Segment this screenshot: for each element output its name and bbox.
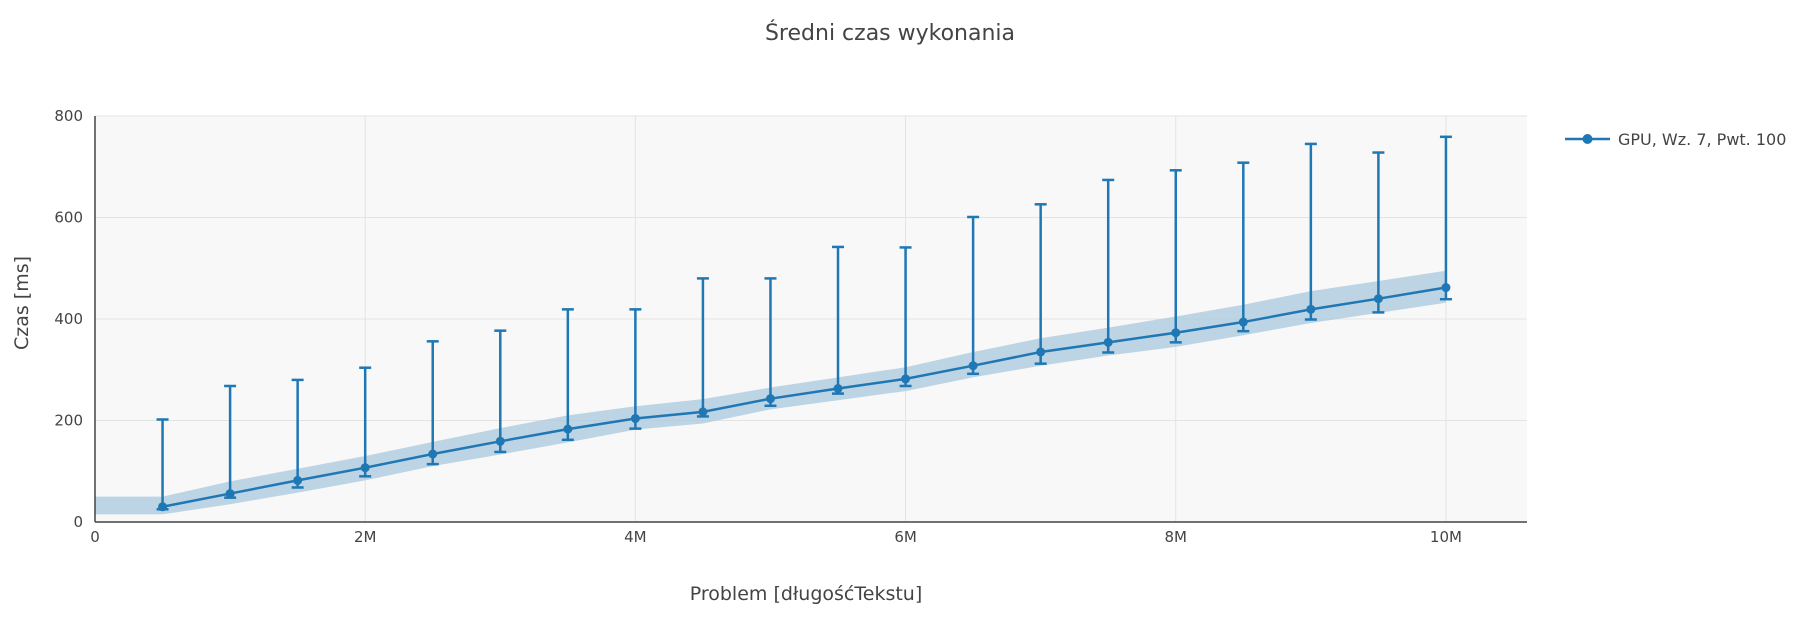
data-point[interactable] [1441, 283, 1451, 293]
data-point[interactable] [293, 475, 303, 485]
y-tick-label: 800 [54, 107, 83, 125]
y-axis-title: Czas [ms] [11, 256, 33, 350]
data-point[interactable] [158, 502, 168, 512]
data-point[interactable] [360, 463, 370, 473]
x-tick-label: 6M [894, 528, 917, 546]
x-tick-label: 0 [90, 528, 100, 546]
legend-marker-swatch [1582, 134, 1593, 144]
data-point[interactable] [563, 424, 573, 434]
x-tick-label: 8M [1165, 528, 1188, 546]
data-point[interactable] [765, 394, 775, 404]
y-tick-labels: 0 200 400 600 800 [54, 107, 83, 531]
legend-label: GPU, Wz. 7, Pwt. 100 [1618, 130, 1786, 149]
y-tick-label: 600 [54, 209, 83, 227]
x-tick-label: 2M [354, 528, 377, 546]
data-point[interactable] [833, 384, 843, 394]
data-point[interactable] [1171, 328, 1181, 338]
x-tick-label: 10M [1430, 528, 1462, 546]
data-point[interactable] [428, 449, 438, 459]
y-tick-label: 400 [54, 310, 83, 328]
data-point[interactable] [1036, 347, 1046, 357]
data-point[interactable] [1238, 317, 1248, 327]
data-point[interactable] [630, 413, 640, 423]
x-tick-labels: 0 2M 4M 6M 8M 10M [90, 528, 1462, 546]
data-markers [158, 283, 1451, 512]
series-line-group [162, 286, 1447, 509]
y-tick-label: 0 [73, 513, 83, 531]
data-point[interactable] [495, 436, 505, 446]
data-point[interactable] [901, 374, 911, 384]
y-tick-label: 200 [54, 412, 83, 430]
x-axis-title: Problem [długośćTekstu] [690, 583, 923, 605]
data-point[interactable] [1373, 294, 1383, 304]
data-point[interactable] [1306, 304, 1316, 314]
chart-title: Średni czas wykonania [765, 20, 1015, 46]
data-point[interactable] [698, 407, 708, 417]
data-point[interactable] [968, 361, 978, 371]
axes [94, 116, 1527, 523]
data-point[interactable] [1103, 337, 1113, 347]
error-bars [156, 135, 1452, 511]
x-tick-label: 4M [624, 528, 647, 546]
legend[interactable]: GPU, Wz. 7, Pwt. 100 [1565, 130, 1786, 149]
series-line [162, 286, 1447, 509]
data-point[interactable] [225, 489, 235, 499]
